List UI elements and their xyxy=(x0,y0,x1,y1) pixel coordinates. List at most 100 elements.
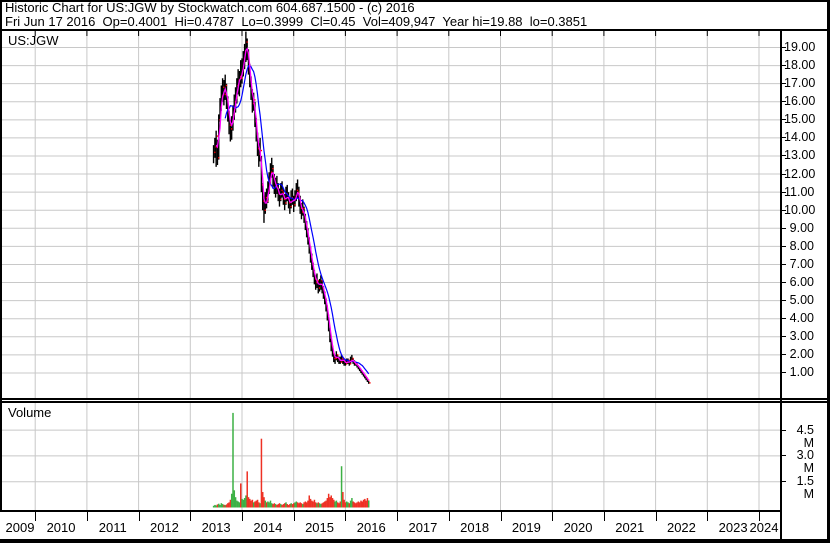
volume-bar xyxy=(274,504,277,508)
year-separator-tick xyxy=(552,512,554,521)
volume-bar xyxy=(256,499,259,508)
volume-bar xyxy=(242,499,245,508)
close-tick xyxy=(265,196,268,199)
price-axis-label: 3.00 xyxy=(789,329,814,344)
volume-bar xyxy=(335,500,338,508)
volume-bar xyxy=(298,503,300,508)
volume-bar xyxy=(233,490,236,508)
price-range-bar xyxy=(216,139,219,166)
ma-short-line xyxy=(215,47,370,381)
close-tick xyxy=(271,171,273,173)
volume-bar xyxy=(362,499,365,508)
volume-bar xyxy=(293,503,295,508)
volume-bar xyxy=(296,502,299,508)
year-separator-tick xyxy=(293,512,295,521)
volume-bar xyxy=(308,495,311,508)
price-range-bar xyxy=(215,130,217,167)
price-range-bar xyxy=(282,188,285,205)
price-range-bar xyxy=(366,378,369,382)
panel-divider-lower xyxy=(0,401,828,403)
price-range-bar xyxy=(321,280,323,294)
close-tick xyxy=(317,280,319,282)
volume-bar xyxy=(290,503,292,508)
price-axis-tick xyxy=(782,47,786,48)
price-range-bar xyxy=(311,253,313,270)
volume-bar xyxy=(303,502,305,508)
volume-bar xyxy=(317,502,320,508)
volume-bottom-border xyxy=(0,510,781,512)
price-range-bar xyxy=(219,98,221,122)
price-range-bar xyxy=(317,280,319,294)
price-range-bar xyxy=(285,186,287,205)
year-separator-tick xyxy=(86,512,88,521)
price-range-bar xyxy=(237,69,239,95)
close-tick xyxy=(316,281,318,284)
price-axis-label: 2.00 xyxy=(789,347,814,362)
volume-bar xyxy=(219,504,221,508)
volume-axis-label: 1.5 M xyxy=(796,474,814,502)
volume-bar xyxy=(316,503,318,508)
volume-bar xyxy=(232,412,234,508)
volume-bar xyxy=(229,499,232,508)
price-axis-label: 16.00 xyxy=(784,94,816,109)
volume-axis-tick xyxy=(782,429,786,431)
year-separator-tick xyxy=(35,512,37,521)
close-tick xyxy=(334,357,336,360)
price-range-bar xyxy=(261,183,264,211)
volume-bar xyxy=(352,501,354,508)
price-range-bar xyxy=(334,354,336,364)
volume-bar xyxy=(214,504,216,508)
price-axis-label: 11.00 xyxy=(784,184,815,199)
volume-bar xyxy=(347,502,349,508)
price-range-bar xyxy=(220,85,223,111)
close-tick xyxy=(285,202,287,204)
price-axis-label: 17.00 xyxy=(784,76,816,91)
price-range-bar xyxy=(348,360,350,366)
price-range-bar xyxy=(351,354,353,363)
price-range-bar xyxy=(258,143,260,167)
year-separator-tick xyxy=(190,512,192,521)
price-range-bar xyxy=(269,163,272,185)
close-tick xyxy=(230,128,233,130)
price-range-bar xyxy=(263,195,265,223)
close-tick xyxy=(280,198,282,201)
price-range-bar xyxy=(325,298,327,312)
volume-bar xyxy=(227,503,229,508)
volume-bar xyxy=(215,505,217,508)
close-tick xyxy=(229,124,231,126)
price-range-bar xyxy=(318,278,321,292)
close-tick xyxy=(224,93,226,96)
price-range-bar xyxy=(330,338,332,352)
year-label: 2013 xyxy=(201,520,231,535)
volume-bar xyxy=(250,500,252,508)
close-tick xyxy=(346,363,348,365)
price-range-bar xyxy=(357,365,360,370)
volume-bar xyxy=(307,500,309,508)
year-label: 2021 xyxy=(615,520,645,535)
price-axis-tick xyxy=(782,191,786,193)
price-range-bar xyxy=(309,246,312,263)
volume-bar xyxy=(361,501,364,508)
close-tick xyxy=(258,148,260,150)
volume-bar xyxy=(247,497,250,508)
year-label: 2024 xyxy=(749,520,779,535)
volume-bar xyxy=(322,502,325,508)
price-axis-tick xyxy=(782,300,786,302)
price-axis-tick xyxy=(782,227,786,229)
price-range-bar xyxy=(347,358,349,364)
price-range-bar xyxy=(343,358,345,366)
price-range-bar xyxy=(340,354,343,363)
volume-bar xyxy=(349,500,352,508)
quote-summary-line: Fri Jun 17 2016 Op=0.4001 Hi=0.4787 Lo=0… xyxy=(5,14,588,29)
year-separator-tick xyxy=(707,512,709,521)
price-range-bar xyxy=(251,89,254,113)
volume-bar xyxy=(216,504,219,508)
volume-bar xyxy=(241,498,243,508)
price-range-bar xyxy=(256,132,259,156)
volume-bar xyxy=(282,504,285,508)
outer-border-left xyxy=(0,0,2,543)
volume-bar xyxy=(289,504,291,508)
price-range-bar xyxy=(291,188,294,205)
volume-bar xyxy=(320,504,322,508)
volume-bar xyxy=(252,502,255,508)
